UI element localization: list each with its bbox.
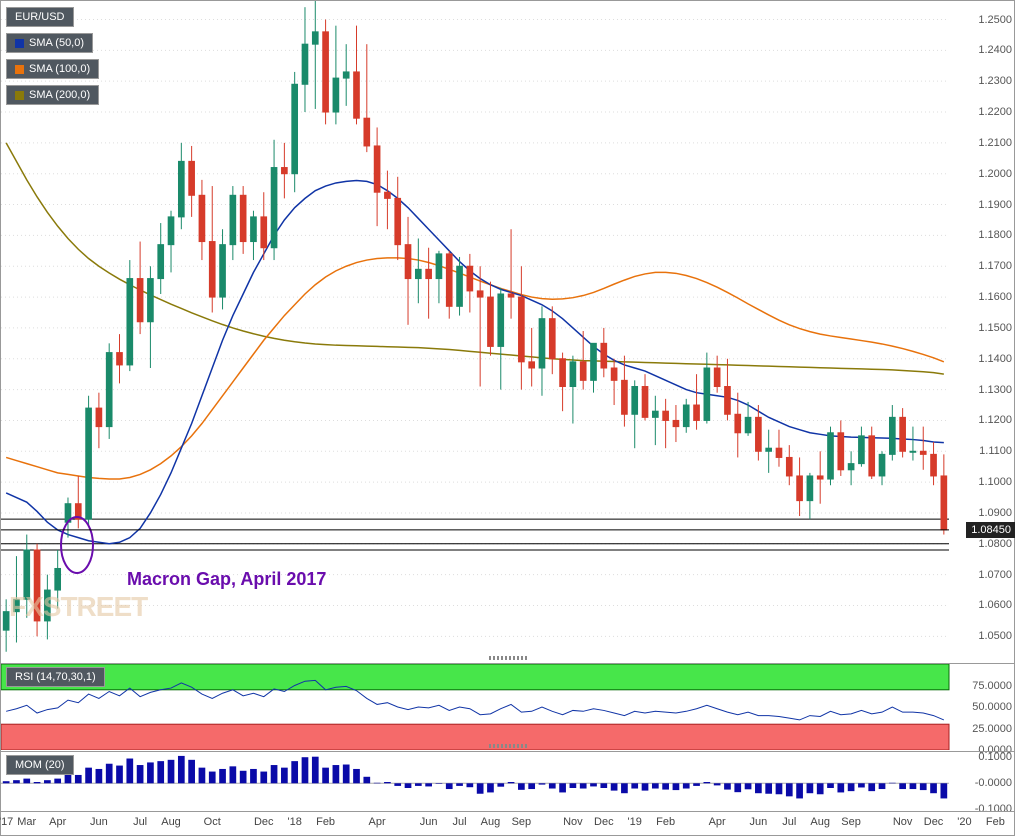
xaxis-label: Jul [453, 816, 467, 828]
x-axis[interactable]: '17 Mar Apr Jun Jul Aug Oct Dec '18 Feb Apr Jun Jul A… [1, 811, 1015, 837]
rsi-ytick-label: 75.0000 [972, 680, 1012, 692]
price-ytick-label: 1.1300 [978, 384, 1012, 396]
legend-label: SMA (200,0) [29, 89, 90, 101]
panel-drag-handle[interactable] [489, 656, 529, 660]
mom-ytick-label: -0.0000 [975, 777, 1012, 789]
legend-label: SMA (100,0) [29, 63, 90, 75]
price-ytick-label: 1.2400 [978, 44, 1012, 56]
xaxis-label: '18 [288, 816, 302, 828]
price-panel[interactable]: EUR/USDSMA (50,0)SMA (100,0)SMA (200,0) … [1, 1, 1015, 661]
legend-eur-usd[interactable]: EUR/USD [6, 7, 74, 27]
annotation-text: Macron Gap, April 2017 [127, 569, 326, 590]
rsi-ytick-label: 25.0000 [972, 723, 1012, 735]
xaxis-label: Jun [90, 816, 108, 828]
xaxis-label: Jul [782, 816, 796, 828]
xaxis-label: Mar [17, 816, 36, 828]
mom-legend: MOM (20) [6, 755, 74, 775]
mom-ytick-label: 0.1000 [978, 751, 1012, 763]
price-ytick-label: 1.0900 [978, 507, 1012, 519]
price-ytick-label: 1.0800 [978, 538, 1012, 550]
price-ytick-label: 1.0700 [978, 569, 1012, 581]
price-ytick-label: 1.1100 [979, 445, 1012, 457]
mom-chart-svg [1, 752, 1015, 812]
xaxis-label: Jun [420, 816, 438, 828]
xaxis-label: '20 [957, 816, 971, 828]
legend-color-swatch [15, 65, 24, 74]
xaxis-label: Dec [924, 816, 944, 828]
xaxis-label: Oct [204, 816, 221, 828]
legend-label: SMA (50,0) [29, 37, 84, 49]
price-ytick-label: 1.1800 [978, 229, 1012, 241]
xaxis-label: Nov [563, 816, 583, 828]
xaxis-label: Feb [656, 816, 675, 828]
xaxis-label: Apr [709, 816, 726, 828]
xaxis-label: Apr [369, 816, 386, 828]
price-ytick-label: 1.2100 [978, 137, 1012, 149]
xaxis-label: Dec [594, 816, 614, 828]
xaxis-label: Nov [893, 816, 913, 828]
rsi-ytick-label: 50.0000 [972, 701, 1012, 713]
xaxis-label: Feb [316, 816, 335, 828]
watermark: FXSTREET [9, 591, 147, 623]
price-ytick-label: 1.1900 [978, 199, 1012, 211]
legend-color-swatch [15, 91, 24, 100]
xaxis-label: Feb [986, 816, 1005, 828]
rsi-legend: RSI (14,70,30,1) [6, 667, 105, 687]
xaxis-label: Jul [133, 816, 147, 828]
xaxis-label: Jun [749, 816, 767, 828]
xaxis-label: Apr [49, 816, 66, 828]
price-ytick-label: 1.2300 [978, 75, 1012, 87]
xaxis-label: Aug [810, 816, 830, 828]
legend-sma--200-0-[interactable]: SMA (200,0) [6, 85, 99, 105]
xaxis-label: Aug [481, 816, 501, 828]
legend-sma--100-0-[interactable]: SMA (100,0) [6, 59, 99, 79]
xaxis-label: Aug [161, 816, 181, 828]
rsi-chart-svg [1, 664, 1015, 750]
price-ytick-label: 1.1200 [978, 414, 1012, 426]
xaxis-label: Sep [512, 816, 532, 828]
rsi-panel[interactable]: RSI (14,70,30,1) 0.000025.000050.000075.… [1, 663, 1015, 749]
price-ytick-label: 1.0500 [978, 630, 1012, 642]
xaxis-label: Dec [254, 816, 274, 828]
legend-label: EUR/USD [15, 11, 65, 23]
xaxis-label: Sep [841, 816, 861, 828]
price-ytick-label: 1.1600 [978, 291, 1012, 303]
price-ytick-label: 1.0600 [978, 599, 1012, 611]
price-ytick-label: 1.1400 [978, 353, 1012, 365]
xaxis-label: '19 [628, 816, 642, 828]
price-ytick-label: 1.1700 [978, 260, 1012, 272]
chart-container: EUR/USDSMA (50,0)SMA (100,0)SMA (200,0) … [0, 0, 1015, 836]
price-ytick-label: 1.2000 [978, 168, 1012, 180]
price-chart-svg [1, 1, 1015, 661]
price-ytick-label: 1.2500 [978, 14, 1012, 26]
legend-color-swatch [15, 39, 24, 48]
price-ytick-label: 1.1500 [978, 322, 1012, 334]
panel-drag-handle[interactable] [489, 744, 529, 748]
mom-panel[interactable]: MOM (20) -0.1000-0.00000.1000 [1, 751, 1015, 811]
price-ytick-label: 1.1000 [978, 476, 1012, 488]
xaxis-label: '17 [0, 816, 13, 828]
current-price-tag: 1.08450 [966, 522, 1015, 538]
legend-sma--50-0-[interactable]: SMA (50,0) [6, 33, 93, 53]
price-ytick-label: 1.2200 [978, 106, 1012, 118]
